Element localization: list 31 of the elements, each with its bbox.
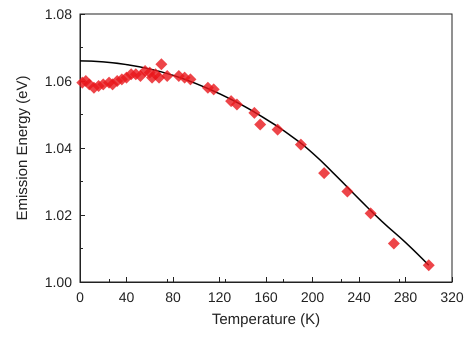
point <box>294 138 307 151</box>
point <box>230 98 243 110</box>
x-tick-label: 40 <box>118 289 134 305</box>
x-tick-label: 320 <box>440 289 464 305</box>
point <box>318 167 330 180</box>
x-tick-label: 160 <box>254 289 278 305</box>
y-axis-title: Emission Energy (eV) <box>14 75 31 221</box>
x-tick-label: 240 <box>347 289 371 305</box>
x-tick-label: 0 <box>76 289 84 305</box>
point <box>272 124 284 136</box>
y-tick-label: 1.00 <box>44 274 72 290</box>
point <box>388 237 400 250</box>
point <box>248 106 260 119</box>
y-tick-label: 1.04 <box>44 140 72 156</box>
point <box>208 83 220 96</box>
point <box>161 70 174 82</box>
x-tick-label: 280 <box>394 289 418 305</box>
point <box>254 118 266 131</box>
x-tick-label: 200 <box>300 289 324 305</box>
point <box>422 259 435 272</box>
point <box>341 186 354 198</box>
point <box>153 72 166 84</box>
x-tick-label: 120 <box>208 289 232 305</box>
point <box>364 207 377 220</box>
x-axis-title: Temperature (K) <box>212 311 320 328</box>
point <box>155 58 168 70</box>
y-tick-label: 1.02 <box>44 207 72 223</box>
point <box>184 73 196 86</box>
y-tick-label: 1.06 <box>44 73 72 89</box>
x-tick-label: 80 <box>165 289 181 305</box>
y-tick-label: 1.08 <box>44 6 72 22</box>
